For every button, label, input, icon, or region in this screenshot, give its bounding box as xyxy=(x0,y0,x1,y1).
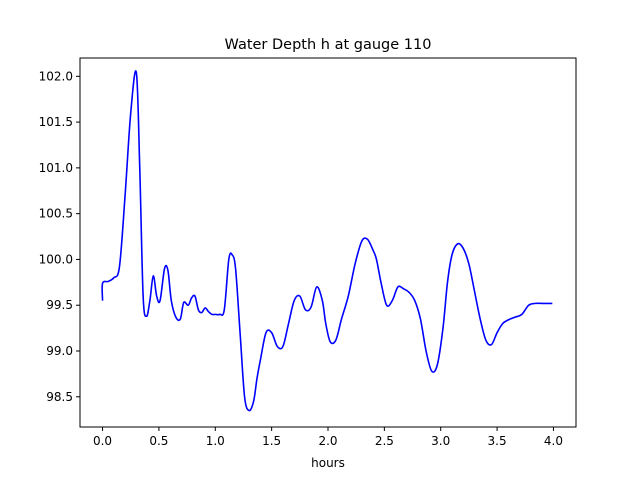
y-tick-label: 100.5 xyxy=(39,207,73,221)
y-tick-label: 99.0 xyxy=(46,344,73,358)
plot-area: 0.0 0.5 1.0 1.5 2.0 2.5 3.0 3.5 4.0 98.5 99.0 99.5… xyxy=(39,57,577,448)
y-axis-ticks: 98.5 99.0 99.5 100.0 100.5 101.0 101.5 102.0 xyxy=(39,69,80,404)
x-tick-label: 0.5 xyxy=(149,434,168,448)
x-tick-label: 1.0 xyxy=(206,434,225,448)
x-tick-label: 2.5 xyxy=(375,434,394,448)
series-layer xyxy=(101,70,553,412)
x-tick-label: 4.0 xyxy=(544,434,563,448)
y-tick-label: 101.0 xyxy=(39,161,73,175)
x-tick-label: 3.0 xyxy=(431,434,450,448)
y-tick-label: 101.5 xyxy=(39,115,73,129)
x-tick-label: 0.0 xyxy=(93,434,112,448)
chart-title: Water Depth h at gauge 110 xyxy=(225,37,432,53)
y-tick-label: 98.5 xyxy=(46,390,73,404)
series-line-0 xyxy=(101,70,553,412)
x-tick-label: 2.0 xyxy=(318,434,337,448)
y-tick-label: 99.5 xyxy=(46,298,73,312)
x-tick-label: 1.5 xyxy=(262,434,281,448)
x-axis-ticks: 0.0 0.5 1.0 1.5 2.0 2.5 3.0 3.5 4.0 xyxy=(93,427,563,448)
y-tick-label: 102.0 xyxy=(39,69,73,83)
x-tick-label: 3.5 xyxy=(488,434,507,448)
x-axis-label: hours xyxy=(311,456,345,470)
y-tick-label: 100.0 xyxy=(39,252,73,266)
